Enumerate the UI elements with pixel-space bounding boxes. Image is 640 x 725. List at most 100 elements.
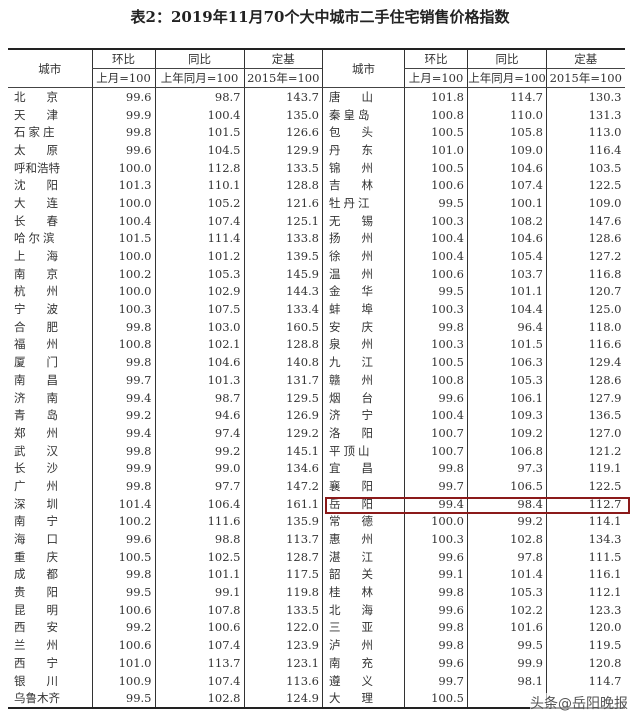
header-fixed-base: 2015年=100 — [243, 68, 322, 88]
yoy-cell: 105.8 — [467, 123, 547, 142]
fixed-cell: 127.2 — [546, 247, 625, 265]
yoy-cell: 105.3 — [467, 371, 547, 389]
mom-cell: 99.4 — [91, 388, 155, 407]
fixed-cell: 144.3 — [243, 282, 322, 301]
yoy-cell: 97.7 — [154, 477, 244, 495]
city-cell: 哈尔滨 — [14, 231, 58, 246]
city-cell: 无锡 — [322, 211, 405, 230]
mom-cell: 100.7 — [404, 424, 468, 442]
city-cell: 扬州 — [322, 229, 405, 248]
table-row: 青岛 99.2 94.6 126.9 — [8, 406, 322, 425]
mom-cell: 101.8 — [404, 87, 468, 106]
mom-cell: 99.4 — [404, 494, 468, 513]
yoy-cell: 98.7 — [154, 87, 244, 106]
fixed-cell: 116.4 — [546, 141, 625, 159]
table-row: 郑州 99.4 97.4 129.2 — [8, 424, 322, 442]
yoy-cell: 112.8 — [154, 158, 244, 177]
yoy-cell: 106.8 — [467, 441, 547, 460]
yoy-cell: 97.4 — [154, 424, 244, 442]
fixed-cell: 129.4 — [546, 353, 625, 371]
city-cell: 银川 — [14, 673, 58, 688]
table-row: 吉林 100.6 107.4 122.5 — [322, 176, 625, 195]
fixed-cell: 147.6 — [546, 211, 625, 230]
city-cell: 烟台 — [322, 388, 405, 407]
yoy-cell: 104.4 — [467, 300, 547, 318]
fixed-cell: 123.3 — [546, 600, 625, 619]
city-cell: 秦皇岛 — [322, 105, 405, 124]
mom-cell: 100.6 — [91, 636, 155, 654]
yoy-cell: 114.7 — [467, 87, 547, 106]
mom-cell: 100.5 — [404, 123, 468, 142]
city-cell: 南充 — [322, 654, 405, 672]
city-cell: 太原 — [14, 142, 58, 157]
table-row: 武汉 99.8 99.2 145.1 — [8, 441, 322, 460]
table-row: 蚌埠 100.3 104.4 125.0 — [322, 300, 625, 318]
city-cell: 金华 — [322, 282, 405, 301]
city-cell: 合肥 — [14, 319, 58, 334]
table-row: 牡丹江 99.5 100.1 109.0 — [322, 194, 625, 212]
fixed-cell: 145.1 — [243, 441, 322, 460]
yoy-cell: 105.4 — [467, 247, 547, 265]
table-row: 韶关 99.1 101.4 116.1 — [322, 565, 625, 584]
mom-cell: 99.6 — [91, 141, 155, 159]
mom-cell: 100.4 — [404, 247, 468, 265]
city-cell: 深圳 — [14, 496, 58, 511]
mom-cell: 99.5 — [91, 689, 155, 709]
city-cell: 上海 — [14, 249, 58, 264]
fixed-cell: 113.6 — [243, 671, 322, 690]
city-cell: 南昌 — [14, 372, 58, 387]
city-cell: 北京 — [14, 89, 58, 104]
fixed-cell: 120.0 — [546, 618, 625, 637]
mom-cell: 99.5 — [91, 583, 155, 601]
header-city: 城市 — [8, 49, 92, 88]
mom-cell: 100.5 — [404, 689, 468, 709]
fixed-cell: 133.5 — [243, 158, 322, 177]
fixed-cell: 128.8 — [243, 176, 322, 195]
city-cell: 宁波 — [14, 302, 58, 317]
yoy-cell: 104.5 — [154, 141, 244, 159]
yoy-cell: 111.4 — [154, 229, 244, 248]
header-yoy: 同比 — [154, 49, 244, 69]
fixed-cell: 122.5 — [546, 477, 625, 495]
table-row: 北海 99.6 102.2 123.3 — [322, 600, 625, 619]
yoy-cell: 102.9 — [154, 282, 244, 301]
fixed-cell: 145.9 — [243, 264, 322, 283]
table-row: 兰州 100.6 107.4 123.9 — [8, 636, 322, 654]
watermark: 头条@岳阳晚报 — [530, 693, 628, 713]
mom-cell: 99.8 — [91, 477, 155, 495]
table-row: 秦皇岛 100.8 110.0 131.3 — [322, 105, 625, 124]
mom-cell: 99.5 — [404, 282, 468, 301]
city-cell: 厦门 — [14, 355, 58, 370]
city-cell: 安庆 — [322, 317, 405, 336]
city-cell: 惠州 — [322, 530, 405, 548]
fixed-cell: 130.3 — [546, 87, 625, 106]
fixed-cell: 140.8 — [243, 353, 322, 371]
city-cell: 天津 — [14, 107, 58, 122]
mom-cell: 99.7 — [404, 477, 468, 495]
table-row: 长沙 99.9 99.0 134.6 — [8, 459, 322, 478]
fixed-cell: 143.7 — [243, 87, 322, 106]
mom-cell: 100.5 — [91, 547, 155, 566]
highlight-box — [325, 497, 630, 514]
city-cell: 九江 — [322, 353, 405, 371]
table-row: 丹东 101.0 109.0 116.4 — [322, 141, 625, 159]
mom-cell: 99.9 — [91, 105, 155, 124]
city-cell: 海口 — [14, 532, 58, 547]
header-fixed-base: 2015年=100 — [546, 68, 625, 88]
fixed-cell: 126.9 — [243, 406, 322, 425]
table-row: 南昌 99.7 101.3 131.7 — [8, 371, 322, 389]
city-cell: 襄阳 — [322, 477, 405, 495]
city-cell: 包头 — [322, 123, 405, 142]
yoy-cell: 105.3 — [154, 264, 244, 283]
yoy-cell: 98.7 — [154, 388, 244, 407]
mom-cell: 99.7 — [404, 671, 468, 690]
yoy-cell: 106.3 — [467, 353, 547, 371]
header-mom-base: 上月=100 — [404, 68, 468, 88]
yoy-cell: 101.1 — [154, 565, 244, 584]
city-cell: 沈阳 — [14, 178, 58, 193]
fixed-cell: 116.8 — [546, 264, 625, 283]
yoy-cell: 102.1 — [154, 335, 244, 354]
city-cell: 青岛 — [14, 408, 58, 423]
city-cell: 泸州 — [322, 636, 405, 654]
fixed-cell: 133.8 — [243, 229, 322, 248]
